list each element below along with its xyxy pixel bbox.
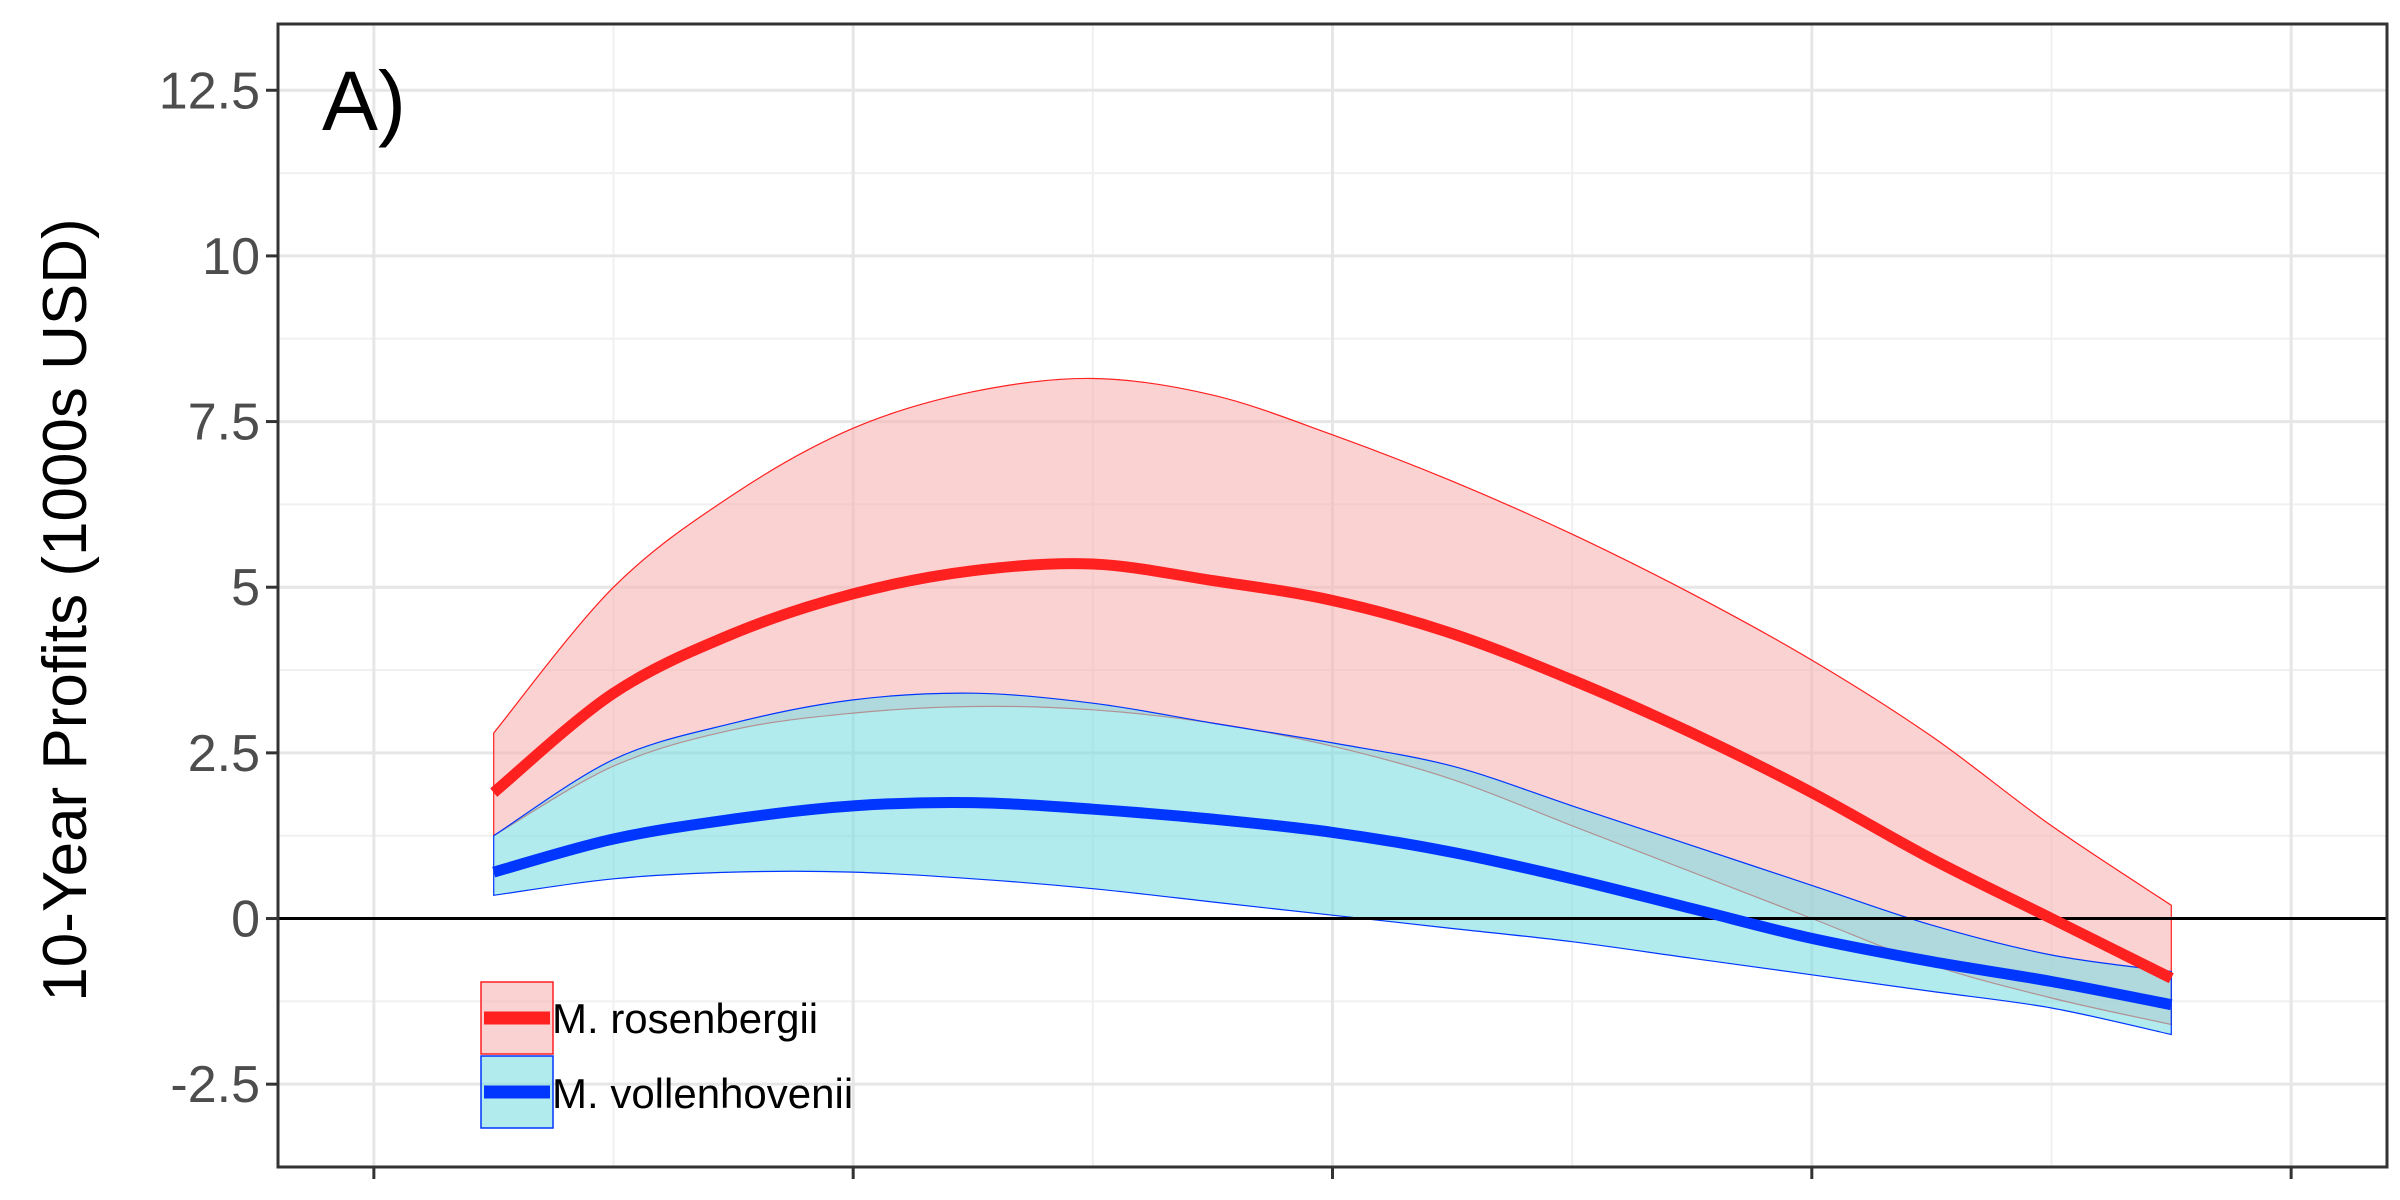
panel-label: A): [322, 54, 406, 148]
y-tick-label: 12.5: [159, 62, 260, 120]
legend: M. rosenbergii M. vollenhovenii: [480, 981, 853, 1129]
series-lines: [490, 558, 2174, 1011]
legend-label-rosenbergii: M. rosenbergii: [552, 995, 818, 1042]
y-tick-label: -2.5: [170, 1056, 260, 1114]
confidence-bands: [493, 377, 2172, 1036]
y-axis-title: 10-Year Profits (1000s USD): [31, 218, 100, 1001]
legend-label-vollenhovenii: M. vollenhovenii: [552, 1070, 853, 1117]
y-tick-label: 10: [202, 228, 260, 286]
y-axis-ticks: -2.5 0 2.5 5 7.5 10 12.5: [159, 62, 278, 1114]
x-axis-ticks: [372, 1167, 2293, 1179]
legend-item-rosenbergii: M. rosenbergii: [480, 981, 818, 1055]
line-vollenhovenii: [492, 796, 2173, 1011]
y-tick-label: 7.5: [188, 394, 260, 452]
y-tick-label: 2.5: [188, 725, 260, 783]
line-rosenbergii: [490, 558, 2174, 984]
y-tick-label: 0: [231, 891, 260, 949]
y-tick-label: 5: [231, 559, 260, 617]
legend-item-vollenhovenii: M. vollenhovenii: [480, 1055, 853, 1129]
